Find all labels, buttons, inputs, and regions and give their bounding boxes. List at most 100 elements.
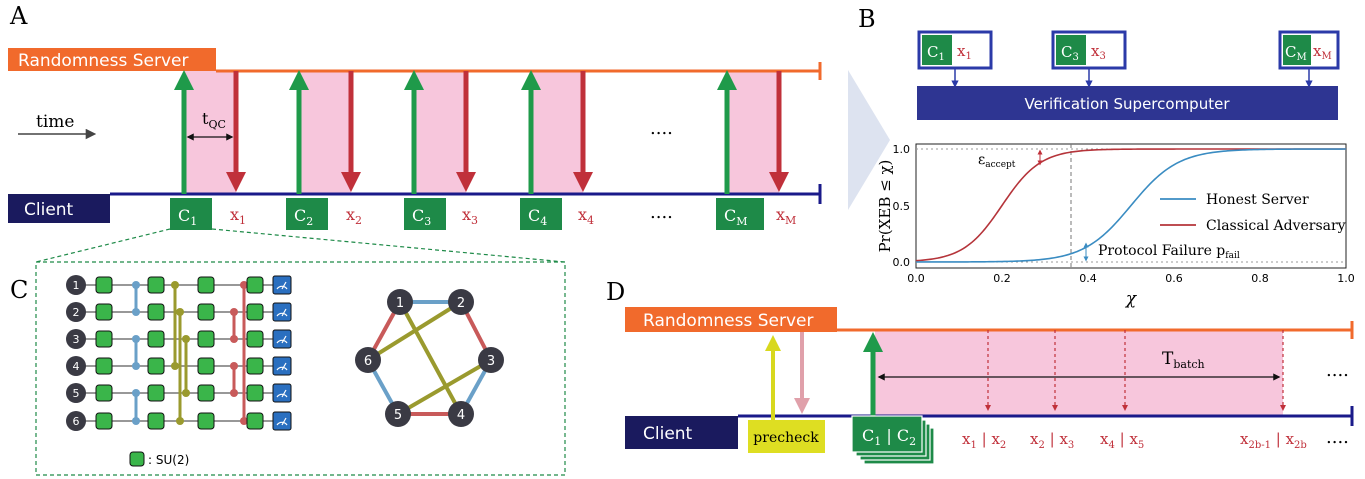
su2-gate (95, 276, 113, 294)
qubit-node-4 (66, 356, 86, 376)
two-qubit-dot (230, 335, 238, 343)
two-qubit-dot (240, 281, 248, 289)
su2-gate (197, 384, 215, 402)
meter-needle (281, 417, 287, 426)
meter-arc (276, 421, 288, 426)
su2-gate (246, 384, 264, 402)
xtick-06: 0.6 (1165, 272, 1183, 285)
ellipsis-bottom-d: .... (1326, 427, 1349, 448)
meter-arc (276, 393, 288, 398)
panel-a: A Randomness Server Client time (8, 2, 822, 230)
su2-swatch (129, 451, 145, 467)
su2-gate (147, 330, 165, 348)
two-qubit-dot (230, 308, 238, 316)
meter-arc (276, 366, 288, 371)
two-qubit-dot (176, 308, 184, 316)
qubit-node-1 (66, 275, 86, 295)
su2-gate (95, 384, 113, 402)
qubit-label-2: 2 (73, 306, 80, 319)
su2-gate (147, 276, 165, 294)
graph-node-2: 2 (448, 289, 474, 315)
chevron-right-icon (848, 70, 890, 210)
meter-arc (276, 312, 288, 317)
qubit-label-1: 1 (73, 279, 80, 292)
su2-gate (197, 330, 215, 348)
qubit-node-2 (66, 302, 86, 322)
panel-b: B C1 x1 C3 x3 CM xM Verification Superco… (858, 5, 1355, 309)
su2-gate (197, 276, 215, 294)
graph-node-1: 1 (387, 289, 413, 315)
qubit-node-5 (66, 383, 86, 403)
meter-needle (281, 362, 287, 371)
verifier-bar (917, 86, 1338, 120)
qubit-label-4: 4 (73, 360, 80, 373)
meter-needle (281, 335, 287, 344)
challenge-box-4: C4 (520, 198, 562, 230)
x-axis-label: χ (1125, 289, 1138, 309)
su2-gate (147, 412, 165, 430)
su2-gate (246, 357, 264, 375)
client-label-d: Client (643, 424, 693, 444)
graph-node-6: 6 (355, 347, 381, 373)
edge-3-5 (396, 358, 493, 416)
output-label-3: x4 | x5 (1100, 430, 1144, 451)
measurement-icon (272, 329, 292, 349)
svg-text:x1: x1 (957, 42, 972, 62)
two-qubit-dot (132, 362, 140, 370)
batch-challenge-stack: C1 | C2 (851, 415, 935, 465)
two-qubit-dot (171, 362, 179, 370)
su2-gate (95, 330, 113, 348)
two-qubit-dot (182, 389, 190, 397)
graph-node-5: 5 (385, 401, 411, 427)
meter-arc (276, 285, 288, 290)
qubit-label-6: 6 (73, 415, 80, 428)
interval-3 (414, 71, 466, 193)
meter-needle (281, 281, 287, 290)
meter-arc (276, 339, 288, 344)
server-label: Randomness Server (18, 51, 188, 71)
su2-gate (147, 357, 165, 375)
two-qubit-dot (171, 281, 179, 289)
qubit-node-3 (66, 329, 86, 349)
two-qubit-dot (230, 389, 238, 397)
svg-text:5: 5 (394, 408, 402, 423)
time-label: time (36, 112, 74, 132)
cdf-plot: 1.0 0.5 0.0 0.0 0.2 0.4 0.6 0.8 1.0 χ Pr… (876, 143, 1355, 309)
svg-text:4: 4 (457, 408, 465, 423)
challenge-box-1: C1 (170, 198, 212, 230)
server-bar-d (625, 307, 837, 332)
xtick-04: 0.4 (1079, 272, 1097, 285)
tbatch-label: Tbatch (1162, 349, 1205, 371)
challenge-box-3: C3 (404, 198, 446, 230)
graph-node-4: 4 (448, 401, 474, 427)
meter-needle (281, 308, 287, 317)
two-qubit-dot (132, 389, 140, 397)
panel-c: C 1 2 3 4 5 6 : SU(2) 1 2 3 4 5 6 (10, 228, 566, 476)
zoom-line-left (35, 228, 171, 263)
ytick-0: 0.0 (893, 256, 911, 269)
interval-2 (299, 71, 351, 193)
two-qubit-dot (132, 281, 140, 289)
pair-box-1: C1 x1 (917, 30, 993, 70)
panel-c-letter: C (10, 276, 28, 304)
zoom-line-right (211, 228, 566, 263)
qubit-label-3: 3 (73, 333, 80, 346)
measurement-icon (272, 383, 292, 403)
tqc-label: tQC (202, 109, 226, 131)
two-qubit-dot (240, 417, 248, 425)
svg-text:3: 3 (487, 354, 495, 369)
pair-box-m: CM xM (1278, 30, 1340, 70)
response-label-3: x3 (462, 205, 478, 227)
graph-node-3: 3 (478, 347, 504, 373)
qubit-label-5: 5 (73, 387, 80, 400)
svg-text:2: 2 (457, 296, 465, 311)
svg-text:6: 6 (364, 354, 372, 369)
response-label-4: x4 (578, 205, 594, 227)
response-label-2: x2 (346, 205, 362, 227)
su2-gate (147, 303, 165, 321)
su2-gate (95, 412, 113, 430)
pfail-label: Protocol Failure pfail (1098, 243, 1240, 261)
xtick-08: 0.8 (1251, 272, 1269, 285)
svg-text:C3: C3 (412, 206, 431, 228)
svg-text:C2: C2 (294, 206, 313, 228)
